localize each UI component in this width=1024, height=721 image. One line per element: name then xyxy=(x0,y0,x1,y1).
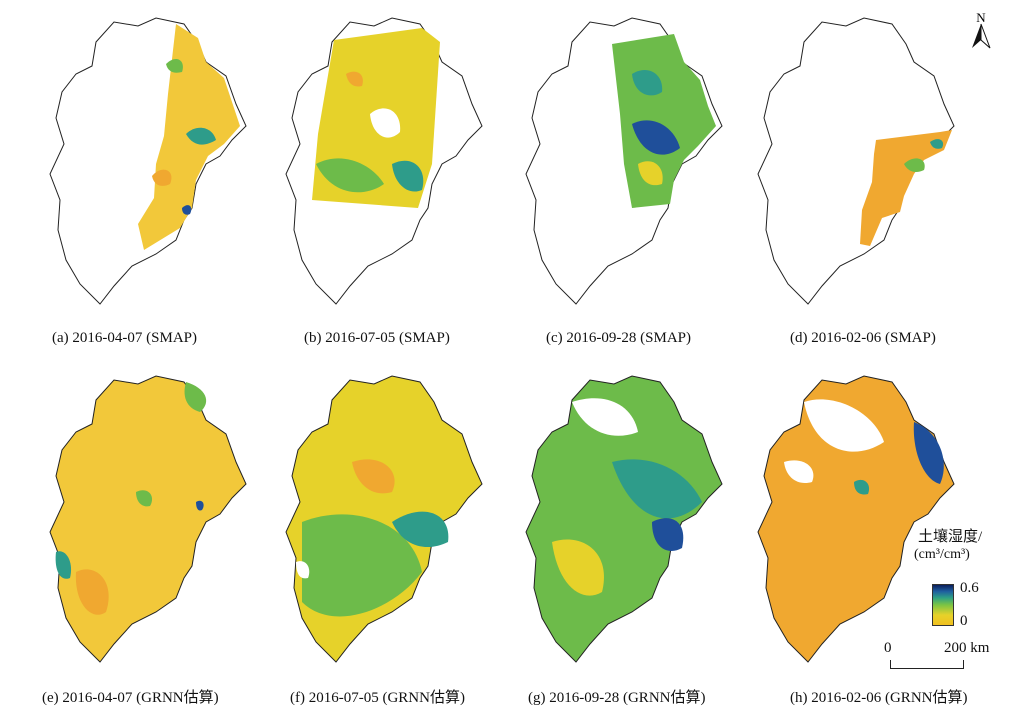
legend-colorbar xyxy=(932,584,954,626)
map-panel-d xyxy=(744,14,980,314)
map-panel-e xyxy=(36,372,272,672)
map-h-svg xyxy=(757,375,955,663)
caption-b: (b) 2016-07-05 (SMAP) xyxy=(304,330,450,346)
legend-title: 土壤湿度/ xyxy=(918,529,983,545)
map-panel-g xyxy=(512,372,748,672)
map-b-svg xyxy=(285,17,483,305)
region-outline xyxy=(49,17,247,305)
scale-end-label: 200 km xyxy=(944,640,990,656)
caption-c: (c) 2016-09-28 (SMAP) xyxy=(546,330,691,346)
map-g-svg xyxy=(525,375,723,663)
caption-a: (a) 2016-04-07 (SMAP) xyxy=(52,330,197,346)
scale-start-label: 0 xyxy=(884,640,892,656)
map-panel-f xyxy=(272,372,508,672)
map-panel-h xyxy=(744,372,980,672)
legend-min-label: 0 xyxy=(960,613,968,629)
map-panel-c xyxy=(512,14,748,314)
map-a-svg xyxy=(49,17,247,305)
region-fill xyxy=(49,375,247,663)
caption-h: (h) 2016-02-06 (GRNN估算) xyxy=(790,690,968,706)
north-label: N xyxy=(976,10,986,25)
scale-bar-line xyxy=(890,660,964,669)
map-e-svg xyxy=(49,375,247,663)
map-panel-b xyxy=(272,14,508,314)
region-outline xyxy=(757,17,955,305)
caption-g: (g) 2016-09-28 (GRNN估算) xyxy=(528,690,706,706)
scale-bar: 0 200 km xyxy=(884,640,989,670)
map-f-svg xyxy=(285,375,483,663)
map-panel-a xyxy=(36,14,272,314)
legend: 土壤湿度/ (cm³/cm³) 0.6 0 xyxy=(914,528,1024,638)
legend-unit: (cm³/cm³) xyxy=(914,547,970,562)
caption-d: (d) 2016-02-06 (SMAP) xyxy=(790,330,936,346)
map-c-svg xyxy=(525,17,723,305)
caption-f: (f) 2016-07-05 (GRNN估算) xyxy=(290,690,465,706)
map-d-svg xyxy=(757,17,955,305)
caption-e: (e) 2016-04-07 (GRNN估算) xyxy=(42,690,219,706)
smap-patch xyxy=(860,130,952,246)
smap-swath xyxy=(612,34,716,208)
north-arrow: N xyxy=(968,10,994,54)
region-fill xyxy=(757,375,955,663)
legend-max-label: 0.6 xyxy=(960,580,979,596)
north-arrow-icon: N xyxy=(972,10,991,49)
